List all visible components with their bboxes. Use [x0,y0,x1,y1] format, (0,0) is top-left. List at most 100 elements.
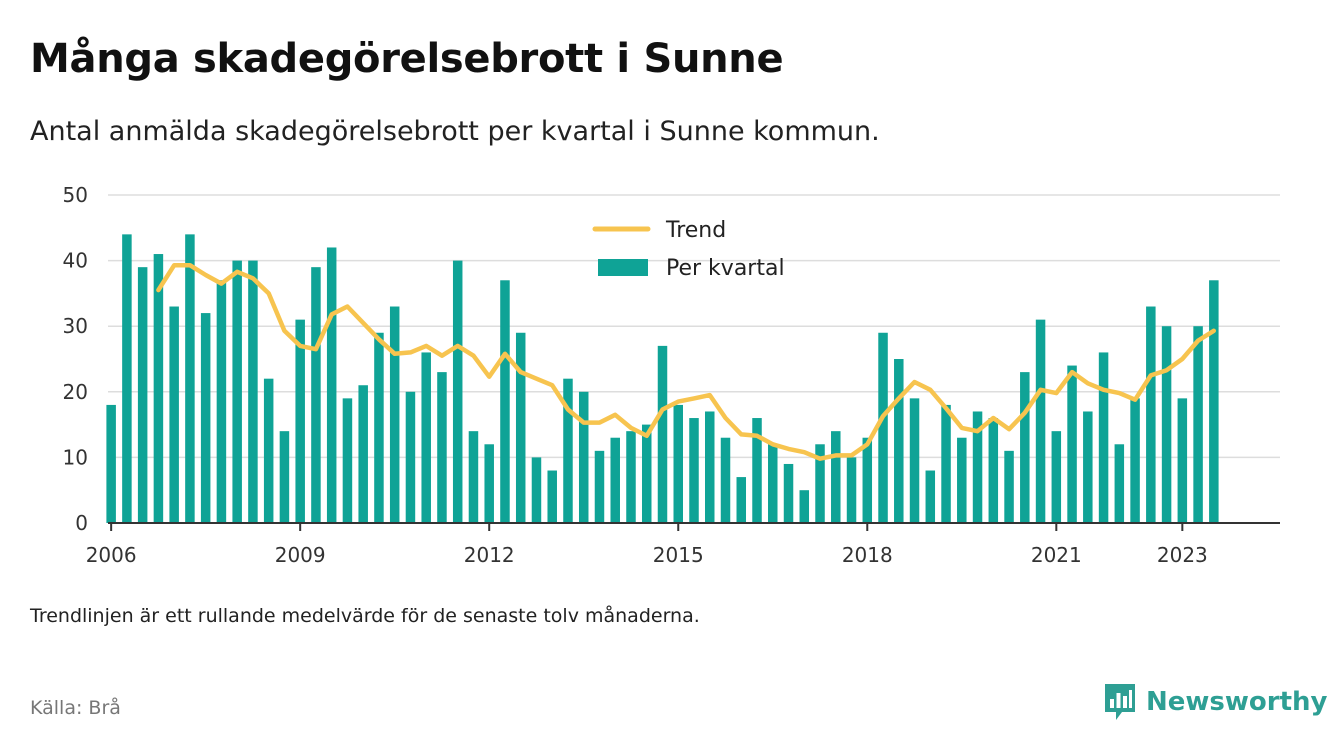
bar [279,431,290,523]
bar [1193,326,1203,523]
bar [547,470,557,523]
y-tick-label: 40 [63,249,88,273]
bar [405,391,416,523]
bar [705,411,715,523]
bar [311,267,321,523]
bar [610,437,620,523]
bar [169,306,179,523]
bar [484,444,494,523]
bar [295,319,305,523]
legend-trend-label: Trend [665,218,726,243]
bar [563,378,573,523]
chart-subtitle: Antal anmälda skadegörelsebrott per kvar… [30,116,880,147]
bar [736,477,747,523]
bar [673,404,683,523]
bar [1035,319,1046,523]
bar [421,352,431,523]
source-note: Källa: Brå [30,697,121,719]
bar [1004,450,1014,523]
bar [957,437,967,523]
trend-series [156,262,1217,461]
y-tick-label: 0 [75,511,88,535]
bar [815,444,825,523]
newsworthy-logo-icon [1105,684,1135,720]
x-tick-label: 2018 [842,543,893,567]
brand-logo: Newsworthy [1102,682,1327,722]
bar [468,431,479,523]
bar [389,306,400,523]
x-tick-label: 2009 [275,543,326,567]
bar [689,418,699,523]
bar [894,359,904,523]
bar [909,398,920,523]
x-tick-label: 2021 [1031,543,1082,567]
bar [1209,280,1219,523]
bar [768,444,778,523]
bar [594,450,605,523]
bar [1161,326,1172,523]
bar [578,391,589,523]
bar [1130,398,1140,523]
bar [925,470,936,523]
bar [720,437,731,523]
bar [1083,411,1093,523]
axes: 0 10 20 30 40 50 2006 2009 2012 2015 2018 2021 2023 [63,183,1280,567]
bar [1098,352,1109,523]
bar [122,234,132,524]
x-tick-label: 2023 [1157,543,1208,567]
bar [531,457,542,523]
trend-line [156,262,1217,461]
bar [783,463,794,523]
bar [878,332,888,523]
bar [200,313,211,523]
bar [941,404,951,523]
legend: Trend Per kvartal [592,218,785,281]
bar [515,332,526,523]
bar [752,418,762,523]
x-tick-label: 2015 [653,543,704,567]
bar [216,280,227,523]
bar [137,267,148,523]
bar [626,431,636,523]
bar [185,234,195,524]
footnote: Trendlinjen är ett rullande medelvärde f… [30,605,700,627]
bar [862,437,873,523]
bar [1114,444,1125,523]
bar [248,260,258,523]
bar [641,424,652,523]
y-tick-label: 10 [63,445,88,469]
bar [1177,398,1188,523]
bar [232,260,242,523]
bar [1020,372,1030,523]
y-tick-label: 20 [63,380,88,404]
x-tick-label: 2012 [464,543,515,567]
bar [1051,431,1062,523]
bar [1146,306,1156,523]
y-tick-label: 50 [63,183,88,207]
y-tick-label: 30 [63,314,88,338]
bar [972,411,983,523]
bar-series [106,234,1219,524]
bar [846,457,857,523]
bar [1067,365,1077,523]
bar [358,385,368,523]
bar [799,490,810,523]
bar [326,247,337,524]
bar [153,254,164,524]
bar [374,332,384,523]
bar [657,345,668,523]
bar [500,280,510,523]
bar [437,372,447,523]
bar [831,431,841,523]
legend-bar-label: Per kvartal [666,256,785,281]
bar [263,378,274,523]
bar [452,260,463,523]
brand-name: Newsworthy [1146,687,1328,717]
x-tick-label: 2006 [86,543,137,567]
legend-bar-swatch [598,259,648,276]
bar [988,418,999,523]
bar [106,404,116,523]
bar [342,398,353,523]
chart-title: Många skadegörelsebrott i Sunne [30,36,784,82]
